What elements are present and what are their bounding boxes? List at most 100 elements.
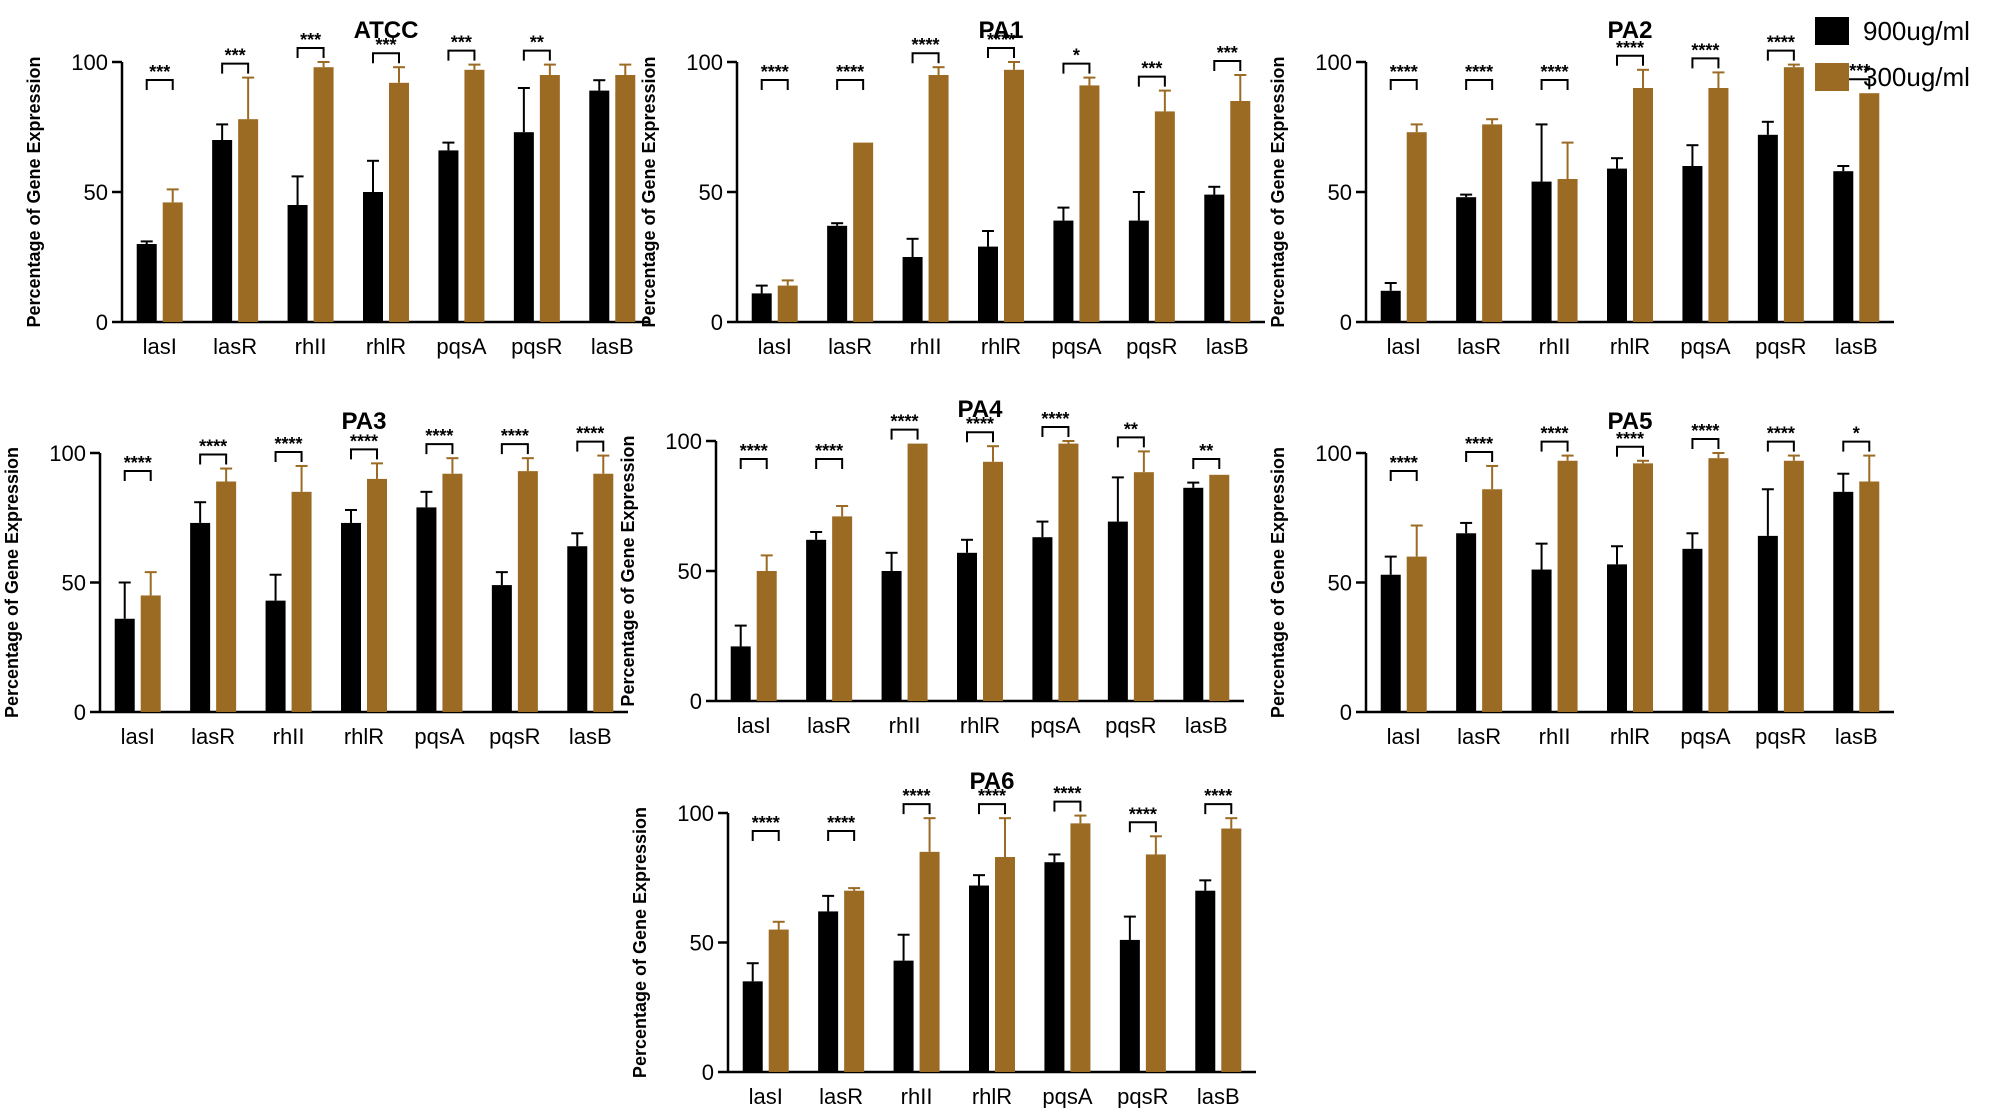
bar-rhII-900 bbox=[287, 205, 308, 322]
significance-bracket bbox=[576, 440, 605, 452]
legend-swatch-900 bbox=[1815, 17, 1849, 45]
bar-lasI-300 bbox=[777, 285, 798, 322]
bar-pqsR-900 bbox=[1128, 220, 1149, 322]
x-tick-label: lasB bbox=[1197, 1084, 1240, 1108]
significance-bracket bbox=[1691, 438, 1720, 449]
x-tick-label: rhII bbox=[273, 724, 305, 749]
chart-title: ATCC bbox=[354, 17, 419, 44]
significance-label: ** bbox=[1199, 441, 1213, 461]
bar-lasB-900 bbox=[1833, 491, 1854, 712]
bar-lasR-900 bbox=[1456, 533, 1477, 712]
bar-lasB-900 bbox=[1204, 194, 1225, 322]
significance-label: **** bbox=[966, 414, 994, 434]
significance-bracket bbox=[1540, 440, 1569, 452]
y-tick-label: 100 bbox=[1315, 50, 1352, 75]
bar-pqsA-300 bbox=[1079, 85, 1100, 323]
x-tick-label: rhII bbox=[1539, 724, 1571, 749]
x-tick-label: rhII bbox=[910, 334, 942, 359]
bar-lasR-300 bbox=[1482, 489, 1503, 712]
y-tick-label: 50 bbox=[84, 180, 108, 205]
bar-lasI-300 bbox=[1406, 556, 1427, 712]
significance-bracket bbox=[1137, 75, 1166, 87]
bar-pqsR-300 bbox=[1783, 67, 1804, 322]
bar-lasI-900 bbox=[1380, 574, 1401, 712]
significance-bracket bbox=[1842, 440, 1871, 452]
bar-lasB-300 bbox=[593, 473, 614, 712]
significance-label: **** bbox=[752, 813, 780, 833]
x-tick-label: rhII bbox=[295, 334, 327, 359]
legend: 900ug/ml 300ug/ml bbox=[1815, 8, 1970, 100]
y-tick-label: 0 bbox=[702, 1060, 714, 1085]
legend-item-300: 300ug/ml bbox=[1815, 54, 1970, 100]
significance-label: **** bbox=[912, 35, 940, 55]
bar-pqsR-300 bbox=[1783, 460, 1804, 712]
significance-label: **** bbox=[1129, 804, 1157, 824]
significance-label: **** bbox=[1390, 62, 1418, 82]
bar-rhlR-300 bbox=[1633, 88, 1653, 322]
significance-bracket bbox=[199, 453, 228, 465]
significance-bracket bbox=[1616, 54, 1644, 66]
significance-bracket bbox=[522, 49, 551, 61]
x-tick-label: pqsA bbox=[1051, 334, 1101, 359]
bar-rhlR-300 bbox=[367, 478, 387, 712]
bar-rhII-900 bbox=[893, 960, 914, 1072]
bar-lasR-300 bbox=[1482, 124, 1503, 323]
significance-label: ** bbox=[530, 33, 544, 53]
significance-label: *** bbox=[451, 33, 472, 53]
significance-bracket bbox=[350, 448, 378, 460]
y-axis-label: Percentage of Gene Expression bbox=[24, 56, 44, 327]
x-tick-label: rhlR bbox=[960, 713, 1000, 738]
bar-lasR-900 bbox=[212, 140, 233, 322]
bar-rhII-300 bbox=[907, 443, 928, 701]
bar-lasI-300 bbox=[140, 595, 161, 712]
significance-label: *** bbox=[149, 62, 170, 82]
significance-bracket bbox=[836, 79, 865, 90]
y-axis-label: Percentage of Gene Expression bbox=[630, 807, 650, 1078]
chart-title: PA1 bbox=[979, 17, 1024, 44]
significance-label: *** bbox=[225, 46, 246, 66]
significance-label: **** bbox=[124, 453, 152, 473]
significance-bracket bbox=[827, 830, 856, 841]
bar-pqsR-900 bbox=[1757, 134, 1778, 322]
bar-pqsA-900 bbox=[1032, 537, 1053, 701]
bar-pqsR-300 bbox=[517, 471, 538, 712]
bar-lasB-300 bbox=[1209, 474, 1230, 701]
significance-bracket bbox=[1128, 821, 1157, 833]
legend-label-300: 300ug/ml bbox=[1863, 61, 1970, 92]
bar-pqsR-300 bbox=[539, 75, 560, 322]
bar-rhII-300 bbox=[928, 75, 949, 322]
bar-lasI-900 bbox=[730, 646, 751, 701]
bar-lasB-300 bbox=[1859, 93, 1880, 322]
significance-bracket bbox=[760, 79, 789, 90]
y-tick-label: 100 bbox=[71, 50, 108, 75]
bar-pqsR-300 bbox=[1133, 472, 1154, 701]
x-tick-label: lasI bbox=[1387, 724, 1421, 749]
significance-label: **** bbox=[576, 424, 604, 444]
bar-rhlR-900 bbox=[363, 192, 383, 322]
bar-pqsR-900 bbox=[513, 132, 534, 322]
chart-panel-pa2: PA2 Percentage of Gene Expression 0 50 100 **… bbox=[1268, 17, 1894, 359]
x-tick-label: lasB bbox=[1185, 713, 1228, 738]
x-tick-label: lasR bbox=[807, 713, 851, 738]
significance-label: **** bbox=[1767, 424, 1795, 444]
chart-title: PA4 bbox=[958, 396, 1004, 423]
x-tick-label: pqsR bbox=[1755, 724, 1806, 749]
bar-rhlR-300 bbox=[1633, 463, 1653, 712]
significance-label: **** bbox=[1616, 38, 1644, 58]
significance-label: **** bbox=[1691, 40, 1719, 60]
significance-bracket bbox=[890, 428, 919, 440]
significance-bracket bbox=[1540, 79, 1569, 90]
x-tick-label: lasB bbox=[591, 334, 634, 359]
bar-rhII-900 bbox=[881, 571, 902, 701]
significance-bracket bbox=[902, 803, 931, 815]
bar-pqsA-300 bbox=[464, 69, 485, 322]
significance-label: **** bbox=[199, 437, 227, 457]
bar-lasR-300 bbox=[853, 142, 874, 322]
significance-bracket bbox=[1389, 470, 1418, 481]
y-tick-label: 0 bbox=[711, 310, 723, 335]
significance-label: **** bbox=[1053, 784, 1081, 804]
x-tick-label: pqsA bbox=[436, 334, 486, 359]
bar-pqsA-300 bbox=[1708, 458, 1729, 712]
bar-rhlR-300 bbox=[995, 857, 1015, 1072]
